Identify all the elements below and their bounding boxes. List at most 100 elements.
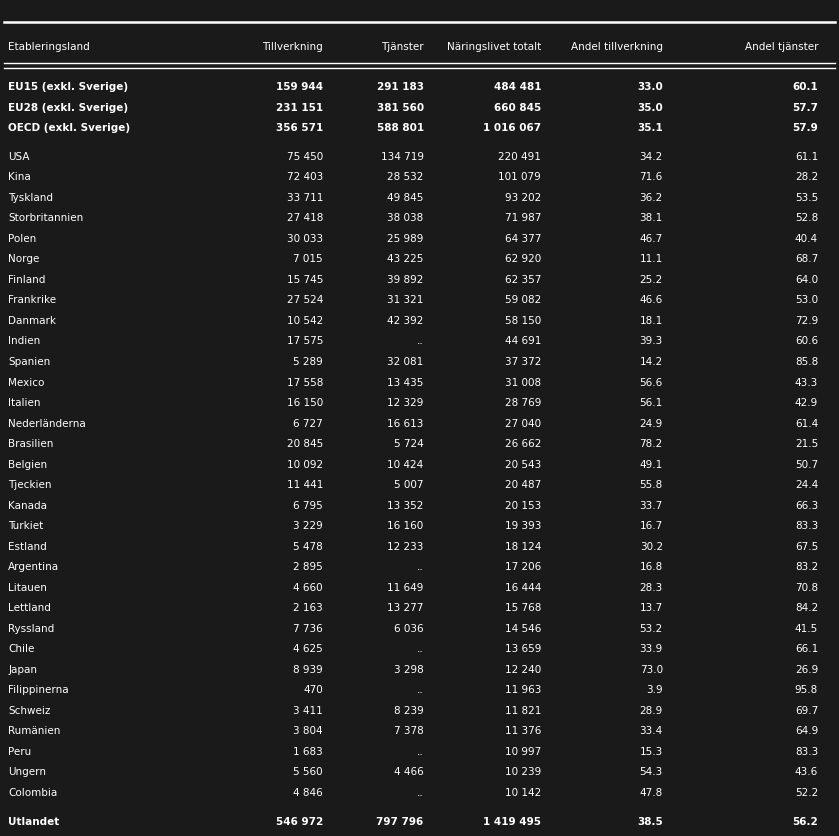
Text: 71 987: 71 987 xyxy=(505,213,541,223)
Text: Estland: Estland xyxy=(8,541,47,551)
Text: 73.0: 73.0 xyxy=(639,664,663,674)
Text: 21.5: 21.5 xyxy=(795,439,818,448)
Text: Storbritannien: Storbritannien xyxy=(8,213,84,223)
Text: 35.0: 35.0 xyxy=(637,103,663,112)
Text: Mexico: Mexico xyxy=(8,377,44,387)
Text: 64 377: 64 377 xyxy=(505,234,541,243)
Text: 69.7: 69.7 xyxy=(795,705,818,715)
Text: 46.7: 46.7 xyxy=(639,234,663,243)
Text: 56.2: 56.2 xyxy=(792,816,818,825)
Text: 20 153: 20 153 xyxy=(505,500,541,510)
Text: 4 625: 4 625 xyxy=(294,644,323,653)
Text: Brasilien: Brasilien xyxy=(8,439,54,448)
Text: 83.3: 83.3 xyxy=(795,521,818,530)
Text: 41.5: 41.5 xyxy=(795,623,818,633)
Text: 43 225: 43 225 xyxy=(388,254,424,264)
Text: 17 206: 17 206 xyxy=(505,562,541,571)
Text: 60.6: 60.6 xyxy=(795,336,818,346)
Text: 36.2: 36.2 xyxy=(639,193,663,202)
Text: 95.8: 95.8 xyxy=(795,685,818,694)
Text: 38 038: 38 038 xyxy=(388,213,424,223)
Text: 6 795: 6 795 xyxy=(294,500,323,510)
Text: 62 357: 62 357 xyxy=(505,275,541,284)
Text: Andel tillverkning: Andel tillverkning xyxy=(571,42,663,52)
Text: 16.8: 16.8 xyxy=(639,562,663,571)
Text: 56.1: 56.1 xyxy=(639,398,663,407)
Text: 28 532: 28 532 xyxy=(388,172,424,182)
Text: 38.1: 38.1 xyxy=(639,213,663,223)
Text: 231 151: 231 151 xyxy=(276,103,323,112)
Text: 24.9: 24.9 xyxy=(639,418,663,428)
Text: 39 892: 39 892 xyxy=(388,275,424,284)
Text: 83.2: 83.2 xyxy=(795,562,818,571)
Text: 10 142: 10 142 xyxy=(505,787,541,797)
Text: 588 801: 588 801 xyxy=(377,123,424,133)
Text: Chile: Chile xyxy=(8,644,34,653)
Text: Ungern: Ungern xyxy=(8,767,46,776)
Text: Näringslivet totalt: Näringslivet totalt xyxy=(447,42,541,52)
Text: Norge: Norge xyxy=(8,254,39,264)
Text: 40.4: 40.4 xyxy=(795,234,818,243)
Text: 66.3: 66.3 xyxy=(795,500,818,510)
Text: 18 124: 18 124 xyxy=(505,541,541,551)
Text: Japan: Japan xyxy=(8,664,38,674)
Text: 15 745: 15 745 xyxy=(287,275,323,284)
Text: 16 160: 16 160 xyxy=(388,521,424,530)
Text: 20 487: 20 487 xyxy=(505,480,541,489)
Text: 16 444: 16 444 xyxy=(505,582,541,592)
Text: 60.1: 60.1 xyxy=(792,82,818,92)
Text: 18.1: 18.1 xyxy=(639,316,663,325)
Text: 53.5: 53.5 xyxy=(795,193,818,202)
Text: 220 491: 220 491 xyxy=(498,152,541,161)
Text: 31 008: 31 008 xyxy=(505,377,541,387)
Text: 27 418: 27 418 xyxy=(287,213,323,223)
Text: 26.9: 26.9 xyxy=(795,664,818,674)
Text: 55.8: 55.8 xyxy=(639,480,663,489)
Text: 8 239: 8 239 xyxy=(394,705,424,715)
Text: 13 659: 13 659 xyxy=(505,644,541,653)
Text: 85.8: 85.8 xyxy=(795,357,818,366)
Text: 72 403: 72 403 xyxy=(287,172,323,182)
Text: 84.2: 84.2 xyxy=(795,603,818,612)
Text: 3 411: 3 411 xyxy=(294,705,323,715)
Text: Ryssland: Ryssland xyxy=(8,623,55,633)
Text: 13 435: 13 435 xyxy=(388,377,424,387)
Text: Indien: Indien xyxy=(8,336,40,346)
Text: Tillverkning: Tillverkning xyxy=(263,42,323,52)
Text: 33.9: 33.9 xyxy=(639,644,663,653)
Text: 11 963: 11 963 xyxy=(505,685,541,694)
Text: Tjeckien: Tjeckien xyxy=(8,480,52,489)
Text: 101 079: 101 079 xyxy=(498,172,541,182)
Text: 134 719: 134 719 xyxy=(381,152,424,161)
Text: 3 229: 3 229 xyxy=(294,521,323,530)
Text: 2 895: 2 895 xyxy=(294,562,323,571)
Text: 19 393: 19 393 xyxy=(505,521,541,530)
Text: Andel tjänster: Andel tjänster xyxy=(744,42,818,52)
Text: 16 150: 16 150 xyxy=(287,398,323,407)
Text: ..: .. xyxy=(417,685,424,694)
Text: 15 768: 15 768 xyxy=(505,603,541,612)
Text: 67.5: 67.5 xyxy=(795,541,818,551)
Text: 61.1: 61.1 xyxy=(795,152,818,161)
Text: 6 036: 6 036 xyxy=(394,623,424,633)
Text: 5 724: 5 724 xyxy=(394,439,424,448)
Text: 10 424: 10 424 xyxy=(388,459,424,469)
Text: 291 183: 291 183 xyxy=(377,82,424,92)
Text: 660 845: 660 845 xyxy=(494,103,541,112)
Text: 25 989: 25 989 xyxy=(388,234,424,243)
Text: Schweiz: Schweiz xyxy=(8,705,51,715)
Text: 8 939: 8 939 xyxy=(294,664,323,674)
Text: Argentina: Argentina xyxy=(8,562,60,571)
Text: 58 150: 58 150 xyxy=(505,316,541,325)
Text: Kanada: Kanada xyxy=(8,500,47,510)
Text: 470: 470 xyxy=(303,685,323,694)
Text: 52.8: 52.8 xyxy=(795,213,818,223)
Text: 13.7: 13.7 xyxy=(639,603,663,612)
Text: 68.7: 68.7 xyxy=(795,254,818,264)
Text: 5 289: 5 289 xyxy=(294,357,323,366)
Text: Etableringsland: Etableringsland xyxy=(8,42,90,52)
Text: 57.7: 57.7 xyxy=(792,103,818,112)
Text: 4 846: 4 846 xyxy=(294,787,323,797)
Text: 66.1: 66.1 xyxy=(795,644,818,653)
Text: 27 040: 27 040 xyxy=(505,418,541,428)
